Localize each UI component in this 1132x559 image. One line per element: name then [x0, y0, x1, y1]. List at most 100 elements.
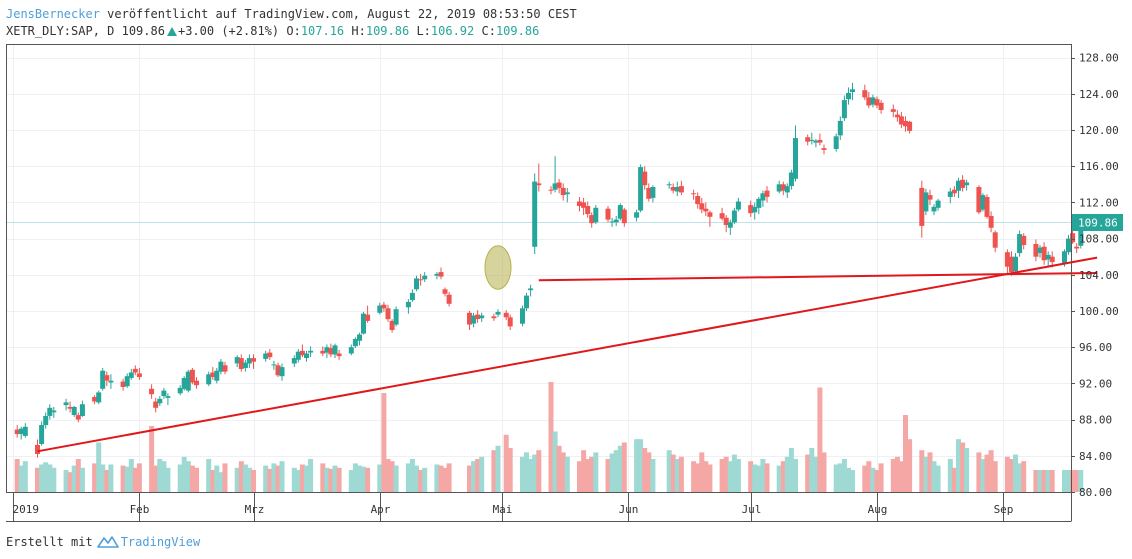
candle	[585, 201, 591, 218]
candle	[903, 116, 908, 132]
volume-bar	[267, 468, 273, 492]
candle	[275, 362, 281, 378]
volume-bar	[242, 464, 248, 492]
volume-bar	[263, 465, 269, 492]
low-label: L:	[416, 24, 431, 38]
candle	[1037, 244, 1043, 258]
time-axis: 2019 Feb Mrz Apr Mai Jun Jul Aug Sep	[13, 492, 1013, 521]
candle-body	[295, 351, 301, 360]
volume-bar	[862, 465, 868, 492]
candle	[589, 212, 595, 228]
candle-body	[850, 89, 855, 92]
support-trendline[interactable]	[37, 256, 1098, 453]
volume-bar	[495, 445, 501, 492]
candle-body	[181, 378, 187, 389]
candle	[605, 206, 611, 223]
volume-bar	[104, 470, 110, 492]
candle-body	[731, 210, 737, 223]
volume-bar	[919, 450, 925, 492]
candle-body	[385, 308, 391, 320]
highlight-ellipse[interactable]	[484, 245, 512, 290]
candle-body	[328, 348, 334, 355]
candle-body	[165, 396, 171, 398]
candle-body	[291, 358, 297, 364]
volume-bar	[703, 461, 709, 492]
candle	[707, 210, 713, 227]
volume-bar	[903, 415, 908, 492]
candle	[352, 337, 358, 349]
tradingview-brand[interactable]: TradingView	[120, 535, 201, 549]
y-tick-label: 96.00	[1079, 341, 1112, 354]
candle	[206, 371, 212, 387]
volume-bar	[1074, 470, 1080, 492]
volume-bar	[51, 467, 57, 492]
candle	[1013, 253, 1018, 273]
candle	[165, 393, 171, 406]
candle	[650, 185, 656, 203]
volume-bar	[931, 461, 937, 492]
candle	[609, 217, 615, 227]
candle	[524, 292, 529, 311]
candle-body	[548, 189, 554, 191]
volume-bar	[520, 456, 525, 492]
candle	[348, 344, 354, 356]
price-axis: 80.00 84.00 88.00 92.00 96.00 100.00 104.00 108…	[1071, 52, 1119, 499]
author-link[interactable]: JensBernecker	[6, 7, 100, 21]
candle	[279, 363, 285, 381]
candle	[793, 125, 798, 182]
candle-body	[752, 206, 758, 213]
candle-body	[189, 369, 195, 383]
volume-bar	[185, 461, 191, 492]
candle	[1033, 239, 1039, 262]
candle-body	[642, 171, 648, 186]
volume-bar	[605, 459, 611, 492]
candle	[446, 292, 452, 307]
candle-body	[846, 92, 851, 100]
candle-body	[136, 373, 142, 377]
candle	[980, 193, 986, 212]
candle-body	[947, 191, 953, 197]
candle	[837, 116, 843, 140]
candle-body	[976, 187, 982, 213]
candle	[556, 178, 562, 194]
candle-body	[638, 167, 644, 211]
horizontal-support-line[interactable]	[538, 272, 1098, 282]
volume-bar	[532, 454, 538, 492]
created-with-text: Erstellt mit	[6, 535, 93, 549]
x-tick-label: Jul	[742, 503, 762, 516]
candle	[748, 200, 754, 217]
chart-header-publish: JensBernecker veröffentlicht auf Trading…	[6, 7, 577, 21]
candle	[1045, 251, 1051, 266]
candle	[149, 384, 155, 399]
candle-body	[357, 334, 362, 341]
candle-body	[813, 140, 819, 143]
volume-bar	[894, 456, 900, 492]
y-tick-label: 100.00	[1079, 305, 1119, 318]
candle-body	[890, 109, 896, 112]
last-price-label: 109.86	[1072, 214, 1123, 231]
candle	[691, 189, 697, 200]
volume-bar	[560, 452, 566, 492]
candle	[124, 373, 130, 388]
volume-bar	[324, 467, 330, 492]
volume-bar	[760, 459, 766, 492]
volume-bar	[731, 454, 737, 492]
volume-bar	[613, 450, 619, 492]
volume-bar	[593, 452, 599, 492]
candle	[784, 183, 790, 198]
volume-bar	[577, 461, 582, 492]
volume-bar	[813, 456, 819, 492]
candle	[927, 189, 933, 206]
candle-body	[275, 365, 281, 376]
candle	[79, 400, 85, 417]
candle	[878, 100, 884, 114]
volume-bar	[336, 467, 342, 492]
volume-bar	[695, 463, 701, 492]
candle	[185, 369, 191, 393]
candle-body	[418, 279, 424, 281]
y-tick-label: 124.00	[1079, 88, 1119, 101]
candle	[919, 180, 925, 238]
candle-body	[866, 97, 872, 106]
candle-body	[609, 221, 615, 223]
